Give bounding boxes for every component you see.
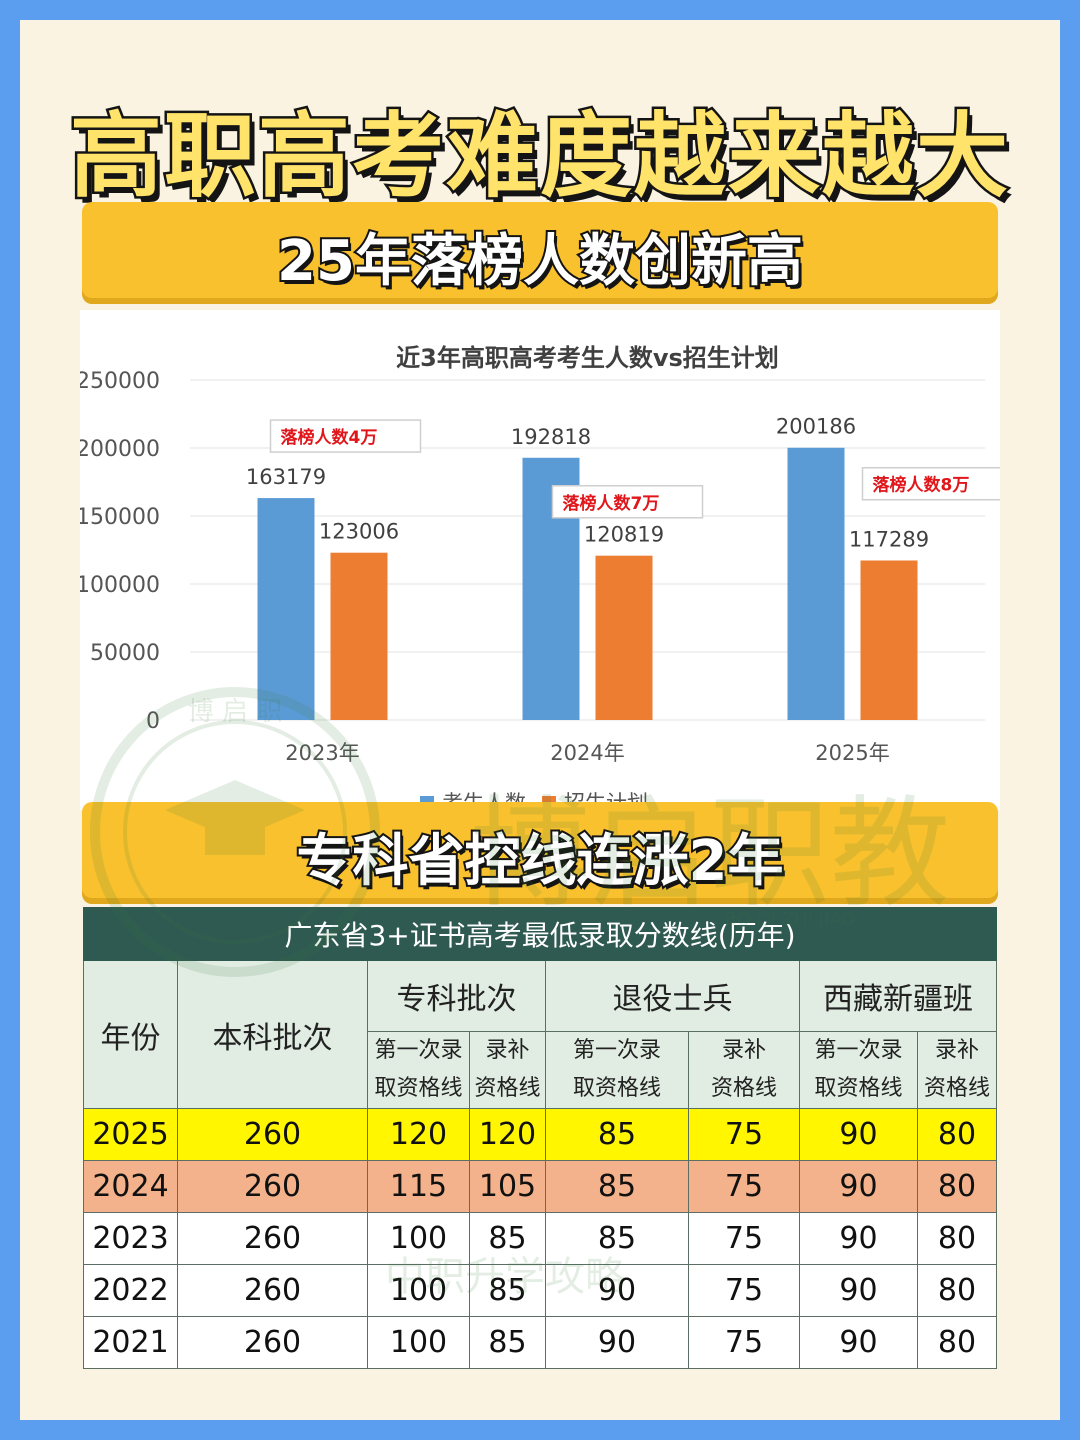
table-cell: 85: [545, 1108, 689, 1161]
data-label: 192818: [511, 425, 591, 449]
main-title: 高职高考难度越来越大: [67, 101, 1010, 213]
data-label: 120819: [584, 523, 664, 547]
banner-score-line-text: 专科省控线连涨2年: [295, 827, 786, 896]
table-cell: 260: [177, 1108, 368, 1161]
data-label: 123006: [319, 520, 399, 544]
y-tick-label: 200000: [80, 437, 160, 462]
table-cell: 100: [367, 1212, 470, 1265]
table-row: 2024 260 115 105 85 75 90 80: [83, 1160, 997, 1213]
table-cell: 85: [545, 1160, 689, 1213]
subheader-supplement: 录补 资格线: [688, 1031, 800, 1109]
annotation-box: [269, 419, 422, 453]
header-bachelor: 本科批次: [177, 960, 368, 1109]
table-row: 2021 260 100 85 90 75 90 80: [83, 1316, 997, 1369]
table-cell: 80: [917, 1160, 997, 1213]
banner-dropouts-text: 25年落榜人数创新高: [275, 227, 805, 296]
table-cell: 80: [917, 1264, 997, 1317]
poster: 高职高考难度越来越大 25年落榜人数创新高 近3年高职高考考生人数vs招生计划 0…: [20, 20, 1060, 1420]
table-cell: 90: [545, 1316, 689, 1369]
x-tick-label: 2023年: [285, 741, 359, 765]
table-cell: 115: [367, 1160, 470, 1213]
table-row: 2025 260 120 120 85 75 90 80: [83, 1108, 997, 1161]
table-cell: 75: [688, 1160, 800, 1213]
chart-title: 近3年高职高考考生人数vs招生计划: [396, 344, 779, 372]
table-cell: 260: [177, 1160, 368, 1213]
bar-chart-svg: 近3年高职高考考生人数vs招生计划 0 50000 100000 150000 20000…: [80, 344, 1000, 810]
table-row: 2023 260 100 85 85 75 90 80: [83, 1212, 997, 1265]
table-cell: 2025: [83, 1108, 178, 1161]
header-year: 年份: [83, 960, 178, 1109]
table-cell: 85: [469, 1264, 546, 1317]
table-cell: 2024: [83, 1160, 178, 1213]
table-cell: 75: [688, 1108, 800, 1161]
table-cell: 120: [367, 1108, 470, 1161]
table-cell: 100: [367, 1316, 470, 1369]
x-tick-label: 2024年: [550, 741, 624, 765]
table-cell: 105: [469, 1160, 546, 1213]
data-label: 117289: [849, 527, 929, 551]
subheader-first: 第一次录 取资格线: [545, 1031, 689, 1109]
annotation-box: [861, 466, 1000, 501]
bar-enrollment: [330, 552, 388, 720]
table-cell: 80: [917, 1212, 997, 1265]
bar-candidates: [257, 498, 315, 720]
table-cell: 260: [177, 1212, 368, 1265]
table-cell: 75: [688, 1212, 800, 1265]
table-cell: 85: [545, 1212, 689, 1265]
subheader-first: 第一次录 取资格线: [799, 1031, 918, 1109]
table-cell: 90: [545, 1264, 689, 1317]
annotation-text: 落榜人数8万: [873, 475, 970, 496]
table-cell: 75: [688, 1264, 800, 1317]
header-group-tibet-xinjiang: 西藏新疆班: [799, 960, 997, 1032]
section-banner-dropouts: 25年落榜人数创新高: [82, 202, 998, 298]
score-table: 广东省3+证书高考最低录取分数线(历年) 年份 本科批次 专科批次 退役士兵 西…: [83, 907, 997, 1369]
subheader-first: 第一次录 取资格线: [367, 1031, 470, 1109]
annotation-text: 落榜人数7万: [563, 493, 660, 514]
table-cell: 90: [799, 1108, 918, 1161]
table-cell: 75: [688, 1316, 800, 1369]
table-cell: 2021: [83, 1316, 178, 1369]
bar-chart: 近3年高职高考考生人数vs招生计划 0 50000 100000 150000 20000…: [80, 310, 1000, 810]
data-label: 163179: [246, 465, 326, 489]
annotation-text: 落榜人数4万: [281, 427, 378, 448]
header-group-zhuanke: 专科批次: [367, 960, 546, 1032]
table-cell: 260: [177, 1264, 368, 1317]
table-row: 2022 260 100 85 90 75 90 80: [83, 1264, 997, 1317]
subheader-supplement: 录补 资格线: [917, 1031, 997, 1109]
table-cell: 260: [177, 1316, 368, 1369]
y-tick-label: 150000: [80, 505, 160, 530]
y-tick-label: 250000: [80, 369, 160, 394]
data-label: 200186: [776, 415, 856, 439]
table-cell: 85: [469, 1212, 546, 1265]
table-cell: 85: [469, 1316, 546, 1369]
section-banner-score-line: 专科省控线连涨2年: [82, 802, 998, 898]
table-cell: 90: [799, 1316, 918, 1369]
table-cell: 90: [799, 1212, 918, 1265]
table-cell: 90: [799, 1264, 918, 1317]
y-tick-label: 0: [146, 709, 160, 734]
table-cell: 90: [799, 1160, 918, 1213]
table-cell: 2023: [83, 1212, 178, 1265]
table-cell: 2022: [83, 1264, 178, 1317]
table-cell: 80: [917, 1108, 997, 1161]
bar-enrollment: [860, 560, 918, 720]
header-group-veterans: 退役士兵: [545, 960, 800, 1032]
table-cell: 120: [469, 1108, 546, 1161]
table-title: 广东省3+证书高考最低录取分数线(历年): [83, 907, 997, 961]
bar-enrollment: [595, 555, 653, 720]
y-tick-label: 50000: [90, 641, 160, 666]
annotation-box: [551, 485, 704, 519]
subheader-supplement: 录补 资格线: [469, 1031, 546, 1109]
table-cell: 100: [367, 1264, 470, 1317]
table-cell: 80: [917, 1316, 997, 1369]
bar-candidates: [787, 447, 845, 720]
y-tick-label: 100000: [80, 573, 160, 598]
x-tick-label: 2025年: [815, 741, 889, 765]
